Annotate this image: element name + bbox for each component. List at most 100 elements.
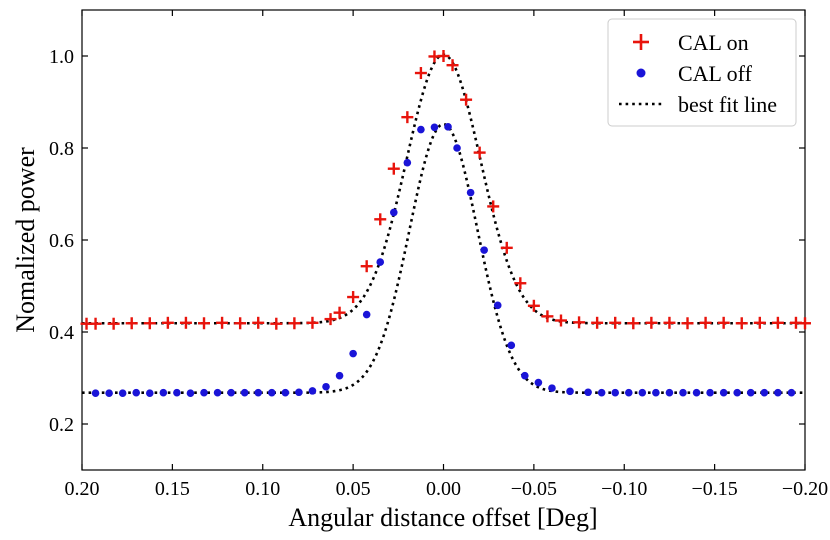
cal-on-point <box>360 260 373 273</box>
cal-on-point <box>270 317 283 330</box>
cal-off-point <box>335 371 344 380</box>
cal-on-point <box>681 317 694 330</box>
x-tick-label: −0.15 <box>691 478 737 500</box>
cal-on-point <box>216 316 229 329</box>
cal-off-point <box>566 387 574 396</box>
cal-on-point <box>161 316 174 329</box>
cal-off-point <box>200 388 208 397</box>
cal-on-point <box>554 314 567 327</box>
cal-off-point <box>322 382 330 391</box>
x-tick-label: −0.20 <box>782 478 828 500</box>
cal-off-point <box>611 388 620 397</box>
cal-off-point <box>652 388 660 397</box>
cal-on-point <box>609 316 622 329</box>
cal-on-point <box>627 317 640 330</box>
cal-on-point <box>799 317 811 330</box>
cal-off-point <box>240 388 249 397</box>
cal-off-point <box>746 388 755 397</box>
cal-off-point <box>389 208 398 217</box>
cal-on-point <box>324 313 337 326</box>
cal-on-point <box>487 200 500 213</box>
cal-off-point <box>376 258 385 266</box>
cal-off-point <box>480 246 488 254</box>
cal-on-point <box>347 291 360 304</box>
cal-off-point <box>444 123 452 131</box>
cal-on-point <box>645 316 658 329</box>
cal-on-point <box>500 241 513 254</box>
cal-off-point <box>466 188 475 197</box>
y-tick-label: 0.4 <box>49 322 74 344</box>
cal-on-point <box>252 316 265 329</box>
cal-on-point <box>89 317 102 330</box>
cal-on-point <box>699 316 712 329</box>
x-tick-label: −0.10 <box>601 478 647 500</box>
cal-on-point <box>437 50 450 62</box>
cal-off-point <box>521 371 529 380</box>
cal-off-point <box>145 389 154 397</box>
cal-off-point <box>132 388 141 397</box>
cal-on-point <box>514 277 527 290</box>
cal-off-point <box>679 388 687 397</box>
x-tick-label: −0.05 <box>511 478 557 500</box>
cal-off-point <box>213 388 222 397</box>
cal-off-point <box>534 378 543 387</box>
cal-off-point <box>692 388 701 397</box>
y-tick-label: 0.8 <box>49 138 74 160</box>
x-axis-ticks: 0.20 0.15 0.10 0.05 0.00 −0.05 −0.10 −0.15 −0.20 <box>65 10 828 500</box>
cal-on-point <box>473 146 486 159</box>
x-axis-label: Angular distance offset [Deg] <box>288 503 597 532</box>
cal-off-point <box>105 389 113 397</box>
cal-off-point <box>760 388 769 397</box>
cal-off-point <box>362 310 371 319</box>
cal-on-point <box>288 317 301 330</box>
cal-off-point <box>227 388 235 397</box>
cal-off-point <box>733 388 742 397</box>
cal-off-point <box>493 301 502 310</box>
cal-off-point <box>706 388 714 397</box>
y-tick-label: 0.6 <box>49 230 74 252</box>
cal-on-point <box>387 162 400 175</box>
cal-on-point <box>460 93 473 106</box>
y-axis-ticks: 0.2 0.4 0.6 0.8 1.0 <box>49 46 805 436</box>
cal-on-point <box>591 316 604 329</box>
cal-on-point <box>143 317 156 330</box>
cal-off-point <box>584 388 592 397</box>
cal-on-point <box>414 67 427 80</box>
legend-box <box>607 18 797 127</box>
cal-on-point <box>374 213 387 226</box>
cal-off-point <box>186 389 195 397</box>
cal-off-point <box>665 388 674 397</box>
legend-marker-cal-on <box>633 34 649 50</box>
cal-on-point <box>107 317 120 330</box>
cal-on-point <box>771 316 784 329</box>
cal-on-point <box>753 316 766 329</box>
cal-off-point <box>453 144 461 152</box>
cal-off-point <box>430 123 439 132</box>
cal-off-point <box>295 388 303 397</box>
cal-on-point <box>198 317 211 330</box>
y-axis-label: Nomalized power <box>11 147 40 333</box>
cal-off-point <box>281 388 290 397</box>
cal-on-point <box>573 316 586 329</box>
x-tick-label: 0.10 <box>245 478 280 500</box>
cal-off-point <box>774 388 782 397</box>
cal-off-point <box>548 384 556 392</box>
y-tick-label: 1.0 <box>49 46 74 68</box>
data-points <box>80 50 811 397</box>
cal-on-point <box>125 317 138 330</box>
legend-marker-cal-off <box>636 68 646 78</box>
x-tick-label: 0.20 <box>65 478 100 500</box>
cal-on-point <box>663 316 676 329</box>
cal-off-point <box>159 388 168 397</box>
cal-on-point <box>735 317 748 330</box>
cal-off-point <box>403 158 412 167</box>
cal-off-point <box>787 388 796 397</box>
cal-off-point <box>719 388 728 397</box>
x-tick-label: 0.05 <box>336 478 371 500</box>
cal-off-point <box>254 388 263 397</box>
cal-off-point <box>308 387 317 395</box>
cal-off-point <box>267 388 276 397</box>
cal-off-point <box>118 389 127 397</box>
legend-label-cal-on: CAL on <box>678 30 749 55</box>
cal-on-point <box>541 310 554 323</box>
